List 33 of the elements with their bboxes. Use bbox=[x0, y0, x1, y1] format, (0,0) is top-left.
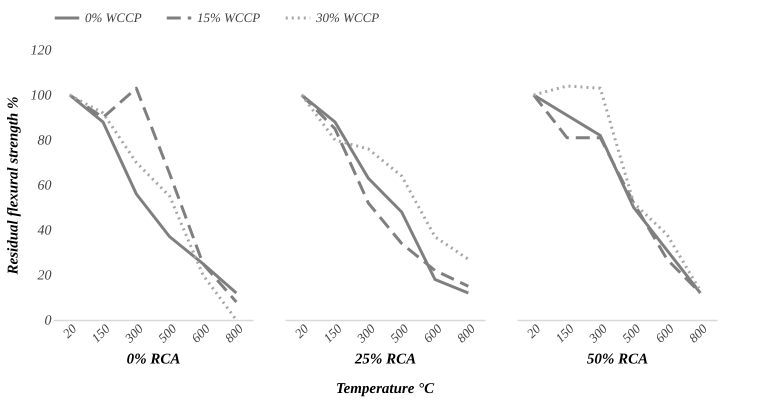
x-tick-label: 800 bbox=[222, 320, 246, 346]
x-tick-label: 600 bbox=[420, 320, 446, 346]
x-tick-label: 600 bbox=[652, 320, 678, 346]
x-tick-label: 800 bbox=[454, 320, 478, 346]
legend-label: 15% WCCP bbox=[197, 10, 260, 25]
x-tick-label: 150 bbox=[320, 320, 346, 346]
y-tick-label: 0 bbox=[44, 314, 52, 328]
x-tick-label: 300 bbox=[584, 320, 610, 346]
x-tick-label: 500 bbox=[386, 320, 412, 346]
x-tick-label: 800 bbox=[686, 320, 710, 346]
x-axis-title: 25% RCA bbox=[354, 351, 416, 368]
legend-label: 30% WCCP bbox=[315, 10, 380, 25]
y-tick-label: 80 bbox=[38, 134, 52, 148]
x-tick-label: 300 bbox=[120, 320, 146, 346]
y-axis-title: Residual flexural strength % bbox=[6, 96, 22, 276]
y-tick-label: 120 bbox=[30, 44, 52, 58]
x-tick-label: 150 bbox=[552, 320, 578, 346]
y-tick-label: 20 bbox=[38, 268, 52, 284]
x-tick-label: 20 bbox=[524, 320, 544, 341]
x-axis-title: 50% RCA bbox=[586, 351, 648, 368]
text: Temperature °C bbox=[336, 381, 436, 397]
x-tick-label: 20 bbox=[292, 320, 312, 341]
x-tick-label: 500 bbox=[154, 320, 180, 346]
x-tick-label: 600 bbox=[188, 320, 214, 346]
x-tick-label: 500 bbox=[618, 320, 644, 346]
x-tick-label: 150 bbox=[88, 320, 114, 346]
x-axis-title: 0% RCA bbox=[126, 351, 180, 368]
y-tick-label: 40 bbox=[38, 224, 52, 238]
x-tick-label: 300 bbox=[352, 320, 378, 346]
legend-label: 0% WCCP bbox=[85, 10, 142, 25]
x-tick-label: 20 bbox=[60, 320, 80, 341]
y-tick-label: 100 bbox=[30, 88, 52, 104]
y-tick-label: 60 bbox=[38, 178, 52, 194]
